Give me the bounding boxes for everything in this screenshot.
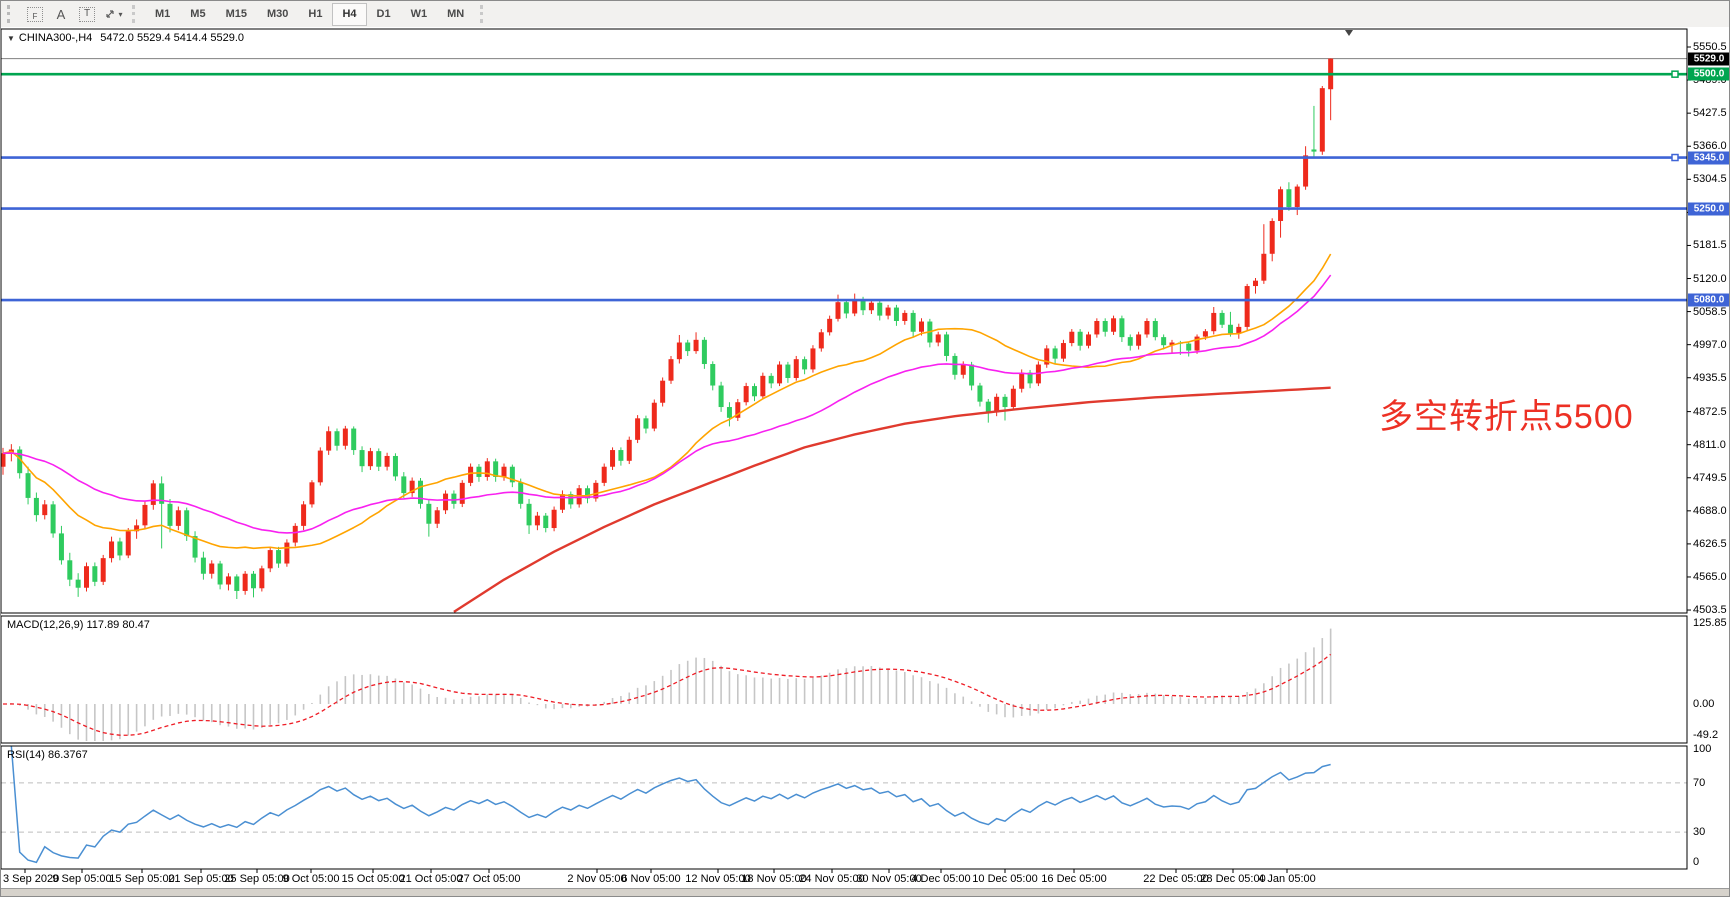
price-tick-label: 5058.5 [1693, 305, 1727, 318]
macd-axis-label: 125.85 [1693, 617, 1727, 629]
text-box-tool-button[interactable]: T [74, 3, 100, 25]
symbol-period-label: CHINA300-,H4 [18, 32, 93, 44]
date-axis-label: 4 Jan 05:00 [1258, 873, 1316, 885]
price-tick-label: 4626.5 [1693, 537, 1727, 550]
timeframe-button-M1[interactable]: M1 [155, 8, 171, 20]
date-axis-label: 15 Sep 05:00 [109, 873, 175, 885]
macd-axis-label: 0.00 [1693, 698, 1715, 710]
timeframe-button-M5[interactable]: M5 [190, 8, 206, 20]
toolbar-separator [132, 5, 139, 23]
candlesticks [1, 58, 1334, 600]
price-tick-label: 4749.5 [1693, 471, 1727, 484]
date-axis-label: 30 Nov 05:00 [856, 873, 922, 885]
objects-arrows-button[interactable]: ▾ [100, 3, 126, 25]
timeframe-button-M30[interactable]: M30 [266, 8, 289, 20]
date-axis-label: 9 Oct 05:00 [282, 873, 340, 885]
timeframe-button-H4[interactable]: H4 [332, 2, 367, 26]
chart-title[interactable]: ▼ CHINA300-,H4 5472.0 5529.4 5414.4 5529.0 [7, 32, 244, 44]
price-tick-label: 4565.0 [1693, 570, 1727, 583]
horizontal-line-5345[interactable] [1, 153, 1687, 162]
price-tick-label: 5427.5 [1693, 107, 1727, 120]
panel-border-0 [1, 28, 1688, 614]
price-tick-label: 4688.0 [1693, 504, 1727, 517]
macd-indicator [2, 628, 1332, 741]
date-axis-label: 18 Nov 05:00 [741, 873, 807, 885]
date-axis-label: 24 Nov 05:00 [799, 873, 865, 885]
price-tick-label: 4935.5 [1693, 371, 1727, 384]
price-tick-label: 5304.5 [1693, 173, 1727, 186]
toolbar-separator-2 [480, 5, 487, 23]
date-axis-label: 10 Dec 05:00 [972, 873, 1038, 885]
chart-shift-marker-icon [1345, 30, 1353, 36]
timeframe-button-H1[interactable]: H1 [308, 8, 323, 20]
date-axis-label: 4 Dec 05:00 [911, 873, 971, 885]
price-badge: 5500.0 [1688, 67, 1729, 81]
timeframe-bar: M1 M5 M15 M30 H1 H4 D1 W1 MN [145, 2, 474, 26]
ohlc-values: 5472.0 5529.4 5414.4 5529.0 [100, 32, 245, 44]
rsi-label: RSI(14) 86.3767 [7, 749, 88, 761]
panel-border-2 [1, 745, 1688, 870]
timeframe-button-MN[interactable]: MN [447, 8, 465, 20]
timeframe-button-W1[interactable]: W1 [410, 8, 428, 20]
date-axis-label: 28 Dec 05:00 [1200, 873, 1266, 885]
rsi-indicator [1, 745, 1687, 864]
price-badge: 5345.0 [1688, 151, 1729, 165]
chevron-down-icon: ▾ [118, 9, 123, 19]
date-axis-label: 21 Sep 05:00 [168, 873, 234, 885]
price-tick-label: 5243.0 [1693, 206, 1727, 219]
date-axis-label: 21 Oct 05:00 [399, 873, 463, 885]
f-anchor-icon: F [27, 6, 43, 22]
objects-arrows-icon [106, 9, 115, 18]
line-handle [1671, 70, 1679, 78]
macd-axis-label: -49.2 [1693, 729, 1719, 741]
rsi-axis-label: 0 [1693, 856, 1700, 868]
date-axis-label: 27 Oct 05:00 [457, 873, 521, 885]
price-tick-label: 5550.5 [1693, 41, 1727, 53]
date-axis-label: 15 Oct 05:00 [341, 873, 405, 885]
date-axis-label: 9 Sep 05:00 [52, 873, 112, 885]
date-axis-label: 25 Sep 05:00 [224, 873, 290, 885]
line-handle [1671, 153, 1679, 162]
date-axis-label: 12 Nov 05:00 [685, 873, 751, 885]
rsi-axis-label: 30 [1693, 826, 1706, 839]
status-strip [1, 888, 1729, 896]
price-tick-label: 4811.0 [1693, 438, 1726, 451]
price-tick-label: 5489.0 [1693, 74, 1727, 87]
date-axis-label: 16 Dec 05:00 [1041, 873, 1107, 885]
price-tick-label: 5366.0 [1693, 140, 1727, 153]
macd-label: MACD(12,26,9) 117.89 80.47 [7, 619, 150, 631]
price-tick-label: 4872.5 [1693, 405, 1727, 418]
price-annotation-text[interactable]: 多空转折点5500 [1379, 398, 1634, 436]
timeframe-button-D1[interactable]: D1 [376, 8, 391, 20]
f-anchor-tool-button[interactable]: F [22, 3, 48, 25]
date-axis-label: 3 Sep 2020 [3, 873, 60, 885]
price-badge: 5250.0 [1688, 202, 1729, 216]
date-axis-label: 2 Nov 05:00 [567, 873, 627, 885]
timeframe-button-M15[interactable]: M15 [225, 8, 247, 20]
text-label-icon: A [56, 6, 66, 22]
price-tick-label: 4503.5 [1693, 604, 1727, 617]
date-axis-label: 6 Nov 05:00 [621, 873, 681, 885]
price-tick-label: 5181.5 [1693, 239, 1727, 252]
rsi-axis-label: 100 [1693, 743, 1712, 755]
rsi-axis-label: 70 [1693, 776, 1706, 789]
price-badge: 5080.0 [1688, 293, 1729, 307]
price-badge: 5529.0 [1688, 52, 1729, 66]
symbol-collapse-icon[interactable]: ▼ [7, 34, 15, 43]
price-tick-label: 4997.0 [1693, 338, 1727, 351]
toolbar-grip-handle[interactable] [7, 5, 15, 23]
toolbar: F A T ▾ M1 M5 M15 M30 H1 H4 D1 W1 MN [1, 1, 1729, 27]
text-box-icon: T [79, 6, 95, 22]
horizontal-line-5500[interactable] [1, 70, 1687, 78]
text-label-tool-button[interactable]: A [48, 3, 74, 25]
panel-border-1 [1, 615, 1688, 744]
date-axis-label: 22 Dec 05:00 [1143, 873, 1209, 885]
price-tick-label: 5120.0 [1693, 272, 1727, 285]
